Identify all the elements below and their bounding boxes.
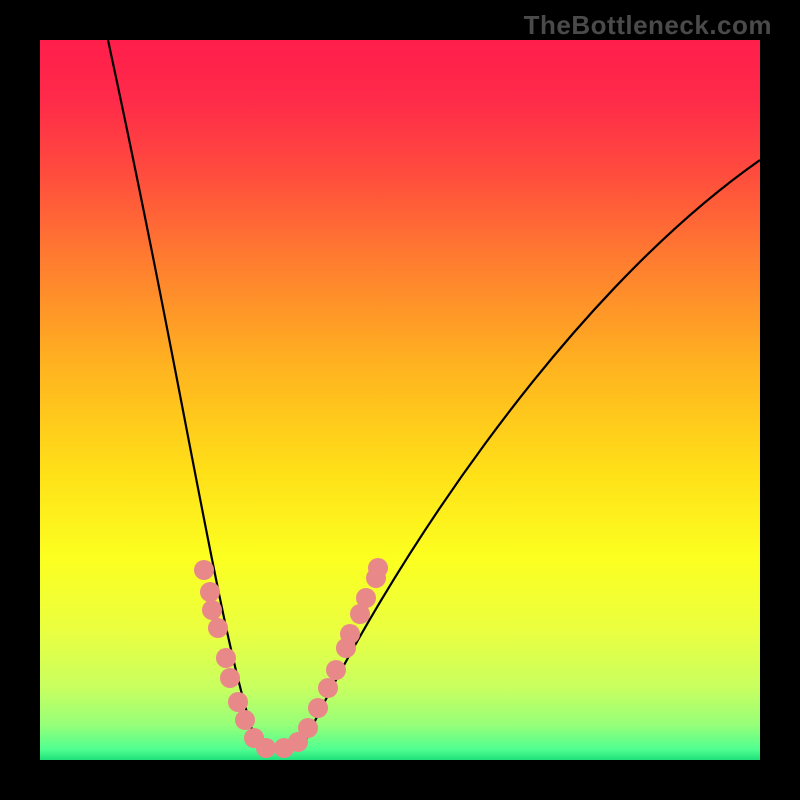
data-marker xyxy=(200,582,220,602)
watermark-text: TheBottleneck.com xyxy=(524,10,772,41)
marker-group xyxy=(194,558,388,758)
data-marker xyxy=(194,560,214,580)
data-marker xyxy=(208,618,228,638)
data-marker xyxy=(298,718,318,738)
bottleneck-curve xyxy=(108,40,760,748)
data-marker xyxy=(216,648,236,668)
data-marker xyxy=(202,600,222,620)
data-marker xyxy=(326,660,346,680)
curve-layer xyxy=(40,40,760,760)
data-marker xyxy=(228,692,248,712)
data-marker xyxy=(368,558,388,578)
chart-container: TheBottleneck.com xyxy=(0,0,800,800)
data-marker xyxy=(220,668,240,688)
data-marker xyxy=(318,678,338,698)
data-marker xyxy=(256,738,276,758)
data-marker xyxy=(340,624,360,644)
plot-area xyxy=(40,40,760,760)
data-marker xyxy=(356,588,376,608)
data-marker xyxy=(235,710,255,730)
data-marker xyxy=(308,698,328,718)
